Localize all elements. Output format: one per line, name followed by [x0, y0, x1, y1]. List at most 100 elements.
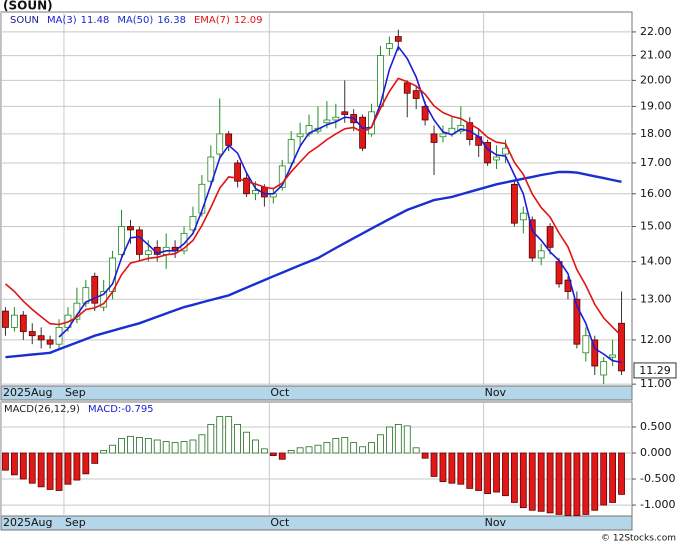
y-tick-label: 18.00 [640, 127, 672, 140]
candle-body [519, 212, 527, 221]
macd-bar [564, 452, 572, 516]
macd-bar [287, 450, 295, 454]
legend-name: EMA(7) [194, 15, 230, 26]
macd-bar [609, 452, 617, 503]
candle-body [28, 331, 36, 337]
candle-body [189, 216, 197, 231]
legend-name: SOUN [10, 15, 39, 26]
macd-panel [0, 401, 633, 517]
y-tick-label: 20.00 [640, 73, 672, 86]
macd-bar [582, 452, 590, 515]
macd-bar [448, 452, 456, 484]
macd-bar [600, 452, 608, 506]
macd-bar [537, 452, 545, 512]
macd-bar [127, 435, 134, 454]
macd-bar [269, 452, 277, 457]
macd-bar [278, 452, 286, 460]
candle-body [582, 335, 590, 354]
x-tick-label: Sep [65, 516, 86, 529]
legend-value: 11.48 [81, 15, 110, 26]
macd-bar [502, 452, 509, 497]
candle-body [493, 156, 500, 161]
candle-body [368, 111, 375, 135]
candle-body [537, 250, 545, 259]
macd-bar [394, 423, 402, 454]
macd-bar [198, 434, 206, 454]
candle-body [341, 111, 349, 115]
macd-bar [55, 452, 63, 491]
macd-bar [332, 438, 340, 454]
x-tick-label: Oct [270, 516, 290, 529]
macd-bar [28, 452, 36, 484]
y-tick-label: 0.500 [640, 420, 672, 433]
macd-bar [484, 452, 492, 495]
y-tick-label: -0.500 [640, 472, 675, 485]
candle-body [546, 226, 554, 248]
macd-bar [64, 452, 72, 485]
candle-body [484, 142, 492, 164]
macd-bar [46, 452, 54, 490]
macd-bar [73, 452, 81, 481]
legend-value: 16.38 [157, 15, 186, 26]
macd-bar [457, 452, 465, 485]
y-tick-label: 12.00 [640, 333, 672, 346]
y-tick-label: -1.000 [640, 498, 675, 511]
macd-bar [135, 436, 143, 454]
candle-body [225, 133, 233, 146]
y-tick-label: 19.00 [640, 99, 672, 112]
candle-body [252, 190, 259, 195]
candle-body [243, 177, 250, 195]
candle-body [198, 183, 206, 214]
macd-bar [216, 416, 224, 454]
ma-line [58, 45, 622, 364]
macd-bar [189, 439, 197, 454]
candle-body [609, 354, 617, 358]
macd-bar [82, 452, 90, 475]
macd-bar [350, 442, 358, 454]
y-tick-label: 16.00 [640, 187, 672, 200]
candle-body [323, 119, 331, 124]
candle-body [234, 162, 242, 182]
macd-bar [314, 444, 322, 454]
macd-bar [153, 439, 161, 454]
macd-bar [243, 431, 250, 454]
macd-bar [162, 441, 170, 454]
macd-bar [10, 452, 18, 476]
macd-bar [118, 438, 125, 454]
candle-body [180, 232, 188, 252]
ma-line [4, 77, 623, 337]
date-band [0, 385, 633, 401]
candle-body [528, 219, 536, 259]
macd-bar [234, 423, 242, 454]
price-panel [0, 11, 633, 387]
macd-bar [466, 452, 474, 489]
macd-bar [591, 452, 599, 511]
candle-body [46, 339, 54, 345]
legend-value: -0.795 [121, 404, 153, 415]
macd-bar [528, 452, 536, 511]
macd-bar [2, 452, 9, 471]
candle-body [278, 165, 286, 188]
candle-body [377, 55, 384, 107]
x-tick-label: Oct [270, 386, 290, 399]
grid-layer [0, 12, 636, 516]
macd-bar [403, 425, 411, 454]
macd-bar [260, 448, 268, 454]
y-tick-label: 11.00 [640, 377, 672, 390]
macd-bar [171, 442, 179, 454]
candle-body [118, 226, 125, 255]
candle-body [91, 275, 99, 304]
macd-bar [144, 438, 152, 454]
macd-bar [421, 452, 429, 459]
candle-body [135, 229, 143, 255]
candle-body [55, 326, 63, 345]
x-tick-label: Nov [485, 386, 507, 399]
x-tick-label: 2025Aug [3, 386, 52, 399]
macd-bar [252, 439, 259, 454]
footer: © 12Stocks.com [601, 534, 676, 544]
macd-bar [555, 452, 563, 515]
candle-body [144, 250, 152, 255]
candle-body [591, 339, 599, 367]
legend-name: MA(50) [117, 15, 153, 26]
